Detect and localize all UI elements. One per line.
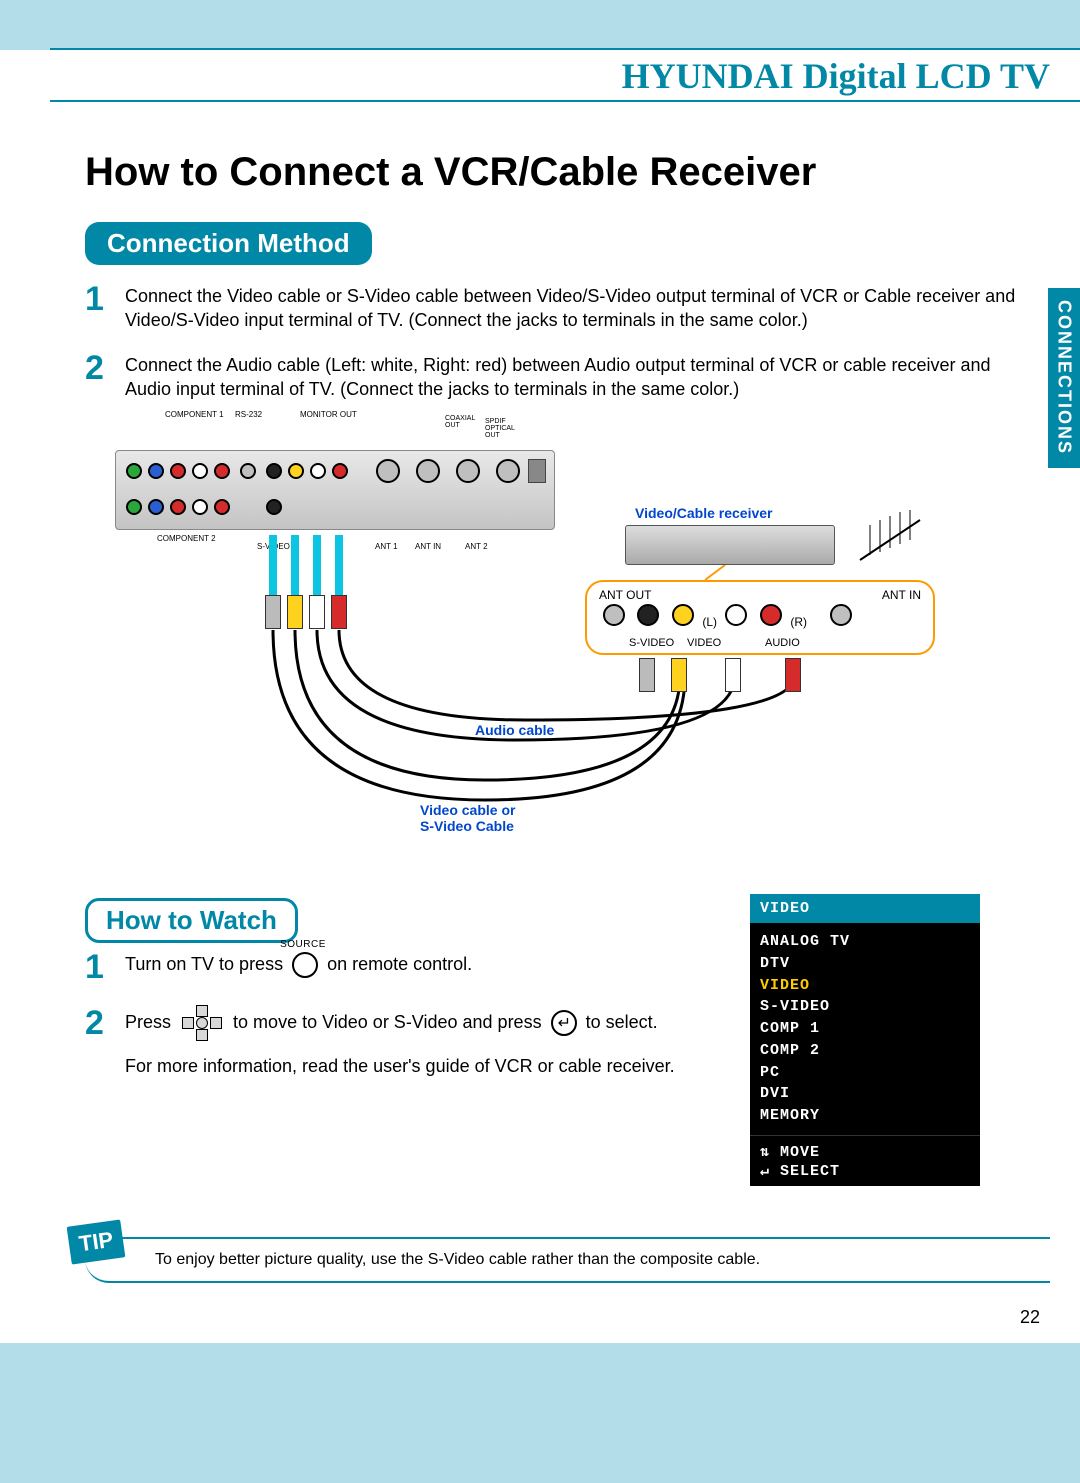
plug-audio-l-tv [309,595,325,629]
callout-l: (L) [702,615,717,629]
text-post: to select. [586,1012,658,1032]
osd-item: S-VIDEO [760,996,970,1018]
osd-arrow-icon: ⇅ [760,1144,770,1161]
step-number: 1 [85,950,111,984]
callout-label-svideo: S-VIDEO [629,637,674,649]
pill-connection-method: Connection Method [85,222,372,265]
watch-footnote: For more information, read the user's gu… [125,1054,675,1078]
watch-steps: 1 Turn on TV to press SOURCE on remote c… [85,950,730,1100]
callout-coax-in [830,604,852,626]
tip-bar: TIP To enjoy better picture quality, use… [85,1237,1050,1283]
brand-title: HYUNDAI Digital LCD TV [622,55,1050,97]
osd-item: COMP 1 [760,1018,970,1040]
plug-video-rx [671,658,687,692]
enter-button-icon: ↵ [551,1010,577,1036]
tip-text: To enjoy better picture quality, use the… [155,1251,760,1269]
step-number: 2 [85,1006,111,1040]
label-device: Video/Cable receiver [635,505,772,521]
osd-select: SELECT [780,1163,840,1180]
callout-video [672,604,694,626]
osd-footer: ⇅ MOVE ↵ SELECT [750,1135,980,1186]
plug-svideo-tv [265,595,281,629]
how-to-watch-heading: How to Watch [85,898,298,943]
step-text: Press to move to Video or S-Video and pr… [125,1006,675,1078]
callout-jacks: (L) (R) [599,604,856,631]
connection-step-2: 2 Connect the Audio cable (Left: white, … [85,351,1030,402]
page-title: How to Connect a VCR/Cable Receiver [85,150,816,195]
label-audio-cable: Audio cable [475,722,554,738]
callout-r: (R) [790,615,807,629]
text-pre: Press [125,1012,171,1032]
osd-item: PC [760,1062,970,1084]
osd-item-selected: VIDEO [760,975,970,997]
callout-label-audio: AUDIO [765,637,800,649]
plug-audio-l-rx [725,658,741,692]
osd-enter-icon: ↵ [760,1163,770,1180]
plug-video-tv [287,595,303,629]
osd-item: DVI [760,1083,970,1105]
dpad-icon [180,1008,224,1038]
watch-step-1: 1 Turn on TV to press SOURCE on remote c… [85,950,730,984]
connection-step-1: 1 Connect the Video cable or S-Video cab… [85,282,1030,333]
osd-body: ANALOG TV DTV VIDEO S-VIDEO COMP 1 COMP … [750,923,980,1135]
page-number: 22 [1020,1307,1040,1328]
step-number: 2 [85,351,111,402]
watch-step-2: 2 Press to move to Video or S-Video and … [85,1006,730,1078]
section-side-tab: CONNECTIONS [1048,288,1080,468]
connection-method-heading: Connection Method [85,222,372,265]
step-text: Turn on TV to press SOURCE on remote con… [125,950,472,978]
brand-underline [50,100,1080,102]
source-label: SOURCE [280,938,326,952]
tip-badge: TIP [67,1219,126,1264]
connection-steps: 1 Connect the Video cable or S-Video cab… [85,282,1030,419]
callout-label-video: VIDEO [687,637,721,649]
connection-diagram: COMPONENT 1 MONITOR OUT RS-232 COAXIAL O… [85,410,1015,875]
osd-item: ANALOG TV [760,931,970,953]
text-pre: Turn on TV to press [125,954,283,974]
text-mid: to move to Video or S-Video and press [233,1012,542,1032]
callout-ant-in: ANT IN [882,588,921,602]
osd-item: MEMORY [760,1105,970,1127]
step-number: 1 [85,282,111,333]
antenna-icon [850,510,930,565]
vcr-device [625,525,835,565]
text-post: on remote control. [327,954,472,974]
callout-audio-l [725,604,747,626]
plug-audio-r-tv [331,595,347,629]
step-text: Connect the Video cable or S-Video cable… [125,282,1030,333]
callout-ant-out: ANT OUT [599,588,651,602]
source-button-icon [292,952,318,978]
plug-svideo-rx [639,658,655,692]
osd-menu: VIDEO ANALOG TV DTV VIDEO S-VIDEO COMP 1… [750,894,980,1186]
plug-audio-r-rx [785,658,801,692]
callout-coax-out [603,604,625,626]
step-text: Connect the Audio cable (Left: white, Ri… [125,351,1030,402]
osd-item: DTV [760,953,970,975]
osd-item: COMP 2 [760,1040,970,1062]
osd-move: MOVE [780,1144,820,1161]
callout-svideo [637,604,659,626]
pill-how-to-watch: How to Watch [85,898,298,943]
label-video-cable: Video cable or S-Video Cable [420,802,515,834]
bottom-bar [0,1343,1080,1483]
callout-audio-r [760,604,782,626]
osd-header: VIDEO [750,894,980,923]
receiver-callout: ANT OUT ANT IN (L) (R) S-VIDEO VIDEO AUD… [585,580,935,655]
top-bar [0,0,1080,50]
